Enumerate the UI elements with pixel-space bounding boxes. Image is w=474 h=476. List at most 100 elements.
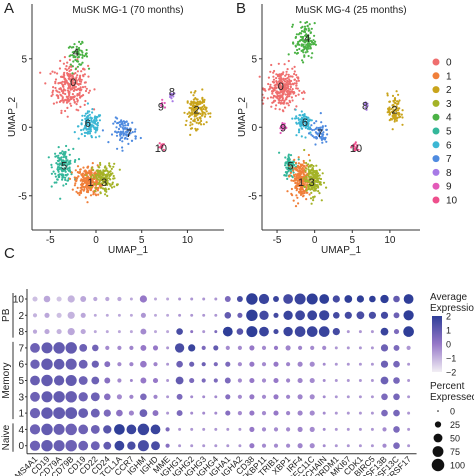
umap-point-cluster-6	[95, 129, 98, 132]
dot-mki67-row-2	[344, 311, 352, 319]
dot-cd79b-row-8	[67, 327, 75, 336]
umap-point-cluster-5	[289, 154, 293, 157]
umap-point-cluster-1	[296, 196, 299, 199]
umap-point-cluster-2	[201, 97, 204, 100]
umap-point-cluster-3	[321, 172, 324, 175]
umap-point-cluster-0	[263, 88, 266, 91]
dot-birc5-row-10	[369, 295, 376, 303]
umap-point-cluster-2	[400, 113, 403, 116]
umap-point-cluster-1	[294, 186, 297, 189]
umap-point-cluster-2	[192, 101, 195, 104]
umap-x-label: UMAP_1	[108, 245, 148, 256]
umap-point-cluster-7	[107, 141, 110, 144]
umap-point-cluster-0	[54, 78, 58, 81]
umap-point-cluster-5	[63, 167, 66, 170]
dot-tnfrsf17-row-5	[407, 379, 411, 382]
umap-point-cluster-1	[77, 175, 80, 178]
umap-point-cluster-2	[388, 107, 391, 110]
umap-point-cluster-4	[307, 29, 310, 32]
umap-point-cluster-2	[187, 115, 191, 118]
umap-point-cluster-0	[277, 62, 280, 65]
umap-point-cluster-3	[318, 183, 321, 186]
umap-point-cluster-2	[191, 123, 194, 126]
dot-jchain-row-2	[319, 310, 330, 321]
umap-point-cluster-0	[84, 85, 87, 88]
umap-point-cluster-2	[192, 98, 195, 101]
umap-point-cluster-1	[303, 183, 306, 186]
umap-point-cluster-2	[196, 100, 199, 103]
umap-point-cluster-0	[280, 87, 283, 90]
umap-point-cluster-0	[63, 71, 66, 74]
umap-point-cluster-0	[63, 99, 66, 102]
umap-point-cluster-1	[303, 161, 306, 164]
expression-tick-label: 0	[446, 340, 451, 350]
dot-ccr7-row-0	[127, 441, 136, 450]
umap-point-cluster-7	[127, 129, 130, 132]
umap-point-cluster-0	[275, 81, 278, 84]
dot-jchain-row-3	[322, 395, 326, 399]
dot-trib1-row-7	[273, 345, 279, 350]
umap-point-cluster-4	[85, 52, 88, 55]
umap-point-cluster-4	[300, 43, 303, 46]
umap-point-cluster-0	[281, 97, 284, 100]
umap-point-cluster-2	[186, 100, 189, 103]
umap-point-cluster-0	[84, 89, 88, 93]
panel-letter-c: C	[4, 245, 15, 262]
dot-ighg3-row-2	[202, 313, 206, 317]
umap-point-cluster-7	[119, 130, 122, 133]
umap-point-cluster-0	[267, 76, 270, 79]
umap-point-cluster-0	[68, 70, 71, 73]
umap-point-cluster-5	[63, 162, 66, 165]
dot-igha1-row-4	[226, 427, 230, 431]
umap-point-cluster-3	[106, 170, 109, 173]
umap-point-cluster-1	[295, 185, 298, 188]
umap-point-cluster-1	[83, 186, 86, 189]
dot-cdk1-row-1	[358, 411, 362, 415]
umap-point-cluster-7	[129, 128, 132, 131]
umap-point-cluster-2	[205, 106, 208, 109]
umap-point-cluster-0	[67, 95, 70, 98]
dot-cd38-row-3	[249, 394, 255, 400]
umap-point-cluster-5	[291, 176, 294, 179]
umap-point-cluster-6	[85, 119, 88, 122]
umap-point-cluster-0	[277, 85, 280, 89]
umap-point-cluster-1	[89, 179, 92, 182]
umap-point-cluster-1	[73, 184, 76, 187]
umap-point-cluster-2	[193, 91, 196, 94]
umap-point-cluster-3	[312, 196, 315, 199]
umap-point-cluster-4	[306, 50, 309, 53]
dot-sec11c-row-8	[306, 326, 318, 337]
umap-point-cluster-3	[105, 190, 108, 193]
umap-point-cluster-1	[292, 173, 296, 177]
umap-point-cluster-0	[297, 79, 300, 82]
dot-ighm-row-7	[140, 344, 147, 351]
umap-point-cluster-0	[272, 78, 276, 81]
umap-point-cluster-0	[82, 67, 85, 70]
umap-point-cluster-0	[300, 91, 304, 94]
umap-point-cluster-0	[295, 80, 298, 83]
umap-point-cluster-5	[59, 197, 62, 200]
umap-point-cluster-0	[293, 78, 296, 81]
dot-cd79a-row-1	[53, 407, 65, 419]
umap-point-cluster-1	[301, 166, 304, 170]
umap-point-cluster-0	[62, 76, 65, 79]
dot-trib1-row-8	[273, 329, 279, 335]
percent-legend-label: 100	[450, 461, 465, 471]
umap-point-cluster-8	[172, 95, 175, 98]
dot-xbp1-row-7	[285, 345, 291, 351]
group-label-memory: Memory	[1, 362, 12, 398]
umap-point-cluster-3	[314, 189, 317, 192]
dotplot-row-label: 6	[18, 360, 24, 371]
umap-point-cluster-0	[287, 75, 290, 78]
panel-letter-a: A	[4, 0, 15, 17]
umap-point-cluster-5	[54, 172, 57, 175]
dot-trib1-row-2	[273, 312, 279, 318]
umap-point-cluster-4	[79, 53, 82, 56]
umap-point-cluster-4	[75, 45, 78, 48]
dot-trib1-row-5	[273, 377, 279, 384]
dot-sec11c-row-10	[306, 293, 318, 305]
dot-tnfrsf17-row-2	[403, 310, 414, 321]
umap-point-cluster-7	[313, 136, 316, 139]
dot-tnfrsf13b-row-6	[380, 360, 389, 368]
cluster-label-4: 4	[73, 47, 79, 59]
